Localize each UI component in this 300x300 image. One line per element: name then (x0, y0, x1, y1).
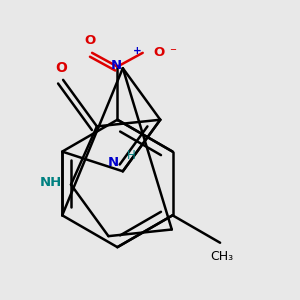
Text: H: H (127, 149, 136, 162)
Text: N: N (108, 156, 119, 169)
Text: O: O (153, 46, 165, 59)
Text: O: O (56, 61, 67, 75)
Text: CH₃: CH₃ (210, 250, 233, 263)
Text: +: + (133, 46, 142, 56)
Text: ⁻: ⁻ (169, 46, 176, 59)
Text: N: N (111, 59, 122, 72)
Text: O: O (85, 34, 96, 46)
Text: NH: NH (40, 176, 62, 189)
